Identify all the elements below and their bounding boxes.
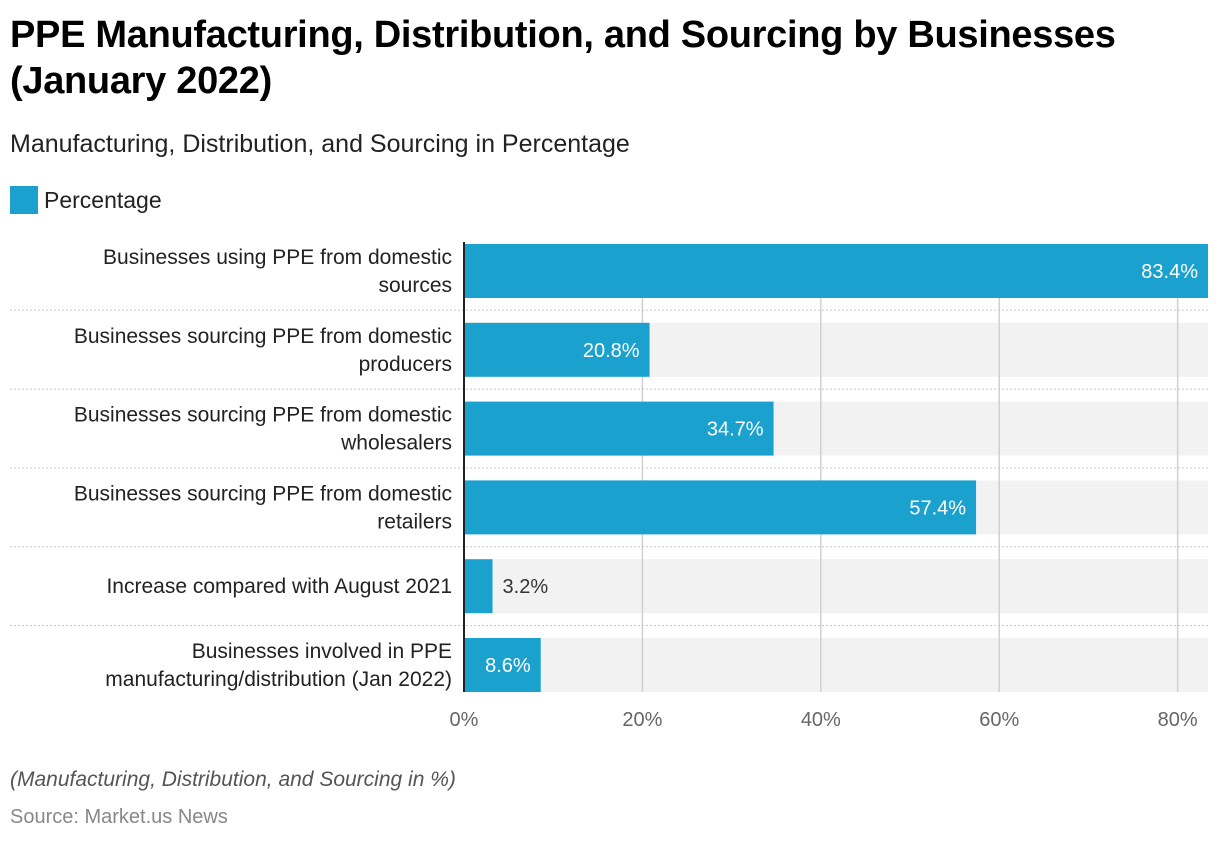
category-label: manufacturing/distribution (Jan 2022)	[105, 668, 452, 691]
bar-track	[464, 322, 1208, 377]
bar	[464, 480, 977, 535]
category-label: Businesses sourcing PPE from domestic	[74, 325, 452, 348]
bar	[464, 244, 1208, 298]
category-label: Businesses involved in PPE	[192, 640, 452, 663]
category-label: wholesalers	[340, 432, 452, 455]
category-label: Increase compared with August 2021	[106, 575, 452, 598]
chart-source: Source: Market.us News	[10, 806, 228, 828]
data-label: 20.8%	[583, 340, 640, 362]
chart-footnote: (Manufacturing, Distribution, and Sourci…	[10, 768, 456, 791]
category-label: producers	[359, 353, 452, 376]
x-tick-label: 20%	[622, 709, 662, 731]
chart-title: PPE Manufacturing, Distribution, and Sou…	[10, 14, 1116, 102]
data-label: 57.4%	[909, 497, 966, 519]
bar-track	[464, 244, 1208, 298]
legend-swatch	[10, 186, 38, 214]
bar	[464, 322, 650, 377]
category-label: Businesses sourcing PPE from domestic	[74, 404, 452, 427]
data-label: 3.2%	[503, 576, 549, 598]
data-label: 83.4%	[1141, 261, 1198, 283]
data-label: 34.7%	[707, 419, 764, 441]
bar-track	[464, 480, 1208, 535]
chart-subtitle: Manufacturing, Distribution, and Sourcin…	[10, 130, 630, 158]
x-tick-label: 80%	[1158, 709, 1198, 731]
category-label: sources	[378, 274, 452, 297]
bar-track	[464, 638, 1208, 692]
category-label: retailers	[377, 510, 452, 533]
bar-track	[464, 401, 1208, 456]
bar	[464, 559, 493, 614]
legend-label[interactable]: Percentage	[44, 186, 162, 213]
category-label: Businesses sourcing PPE from domestic	[74, 482, 452, 505]
bar	[464, 638, 541, 692]
bar	[464, 401, 774, 456]
legend: Percentage	[10, 186, 162, 214]
x-tick-label: 0%	[450, 709, 479, 731]
data-label: 8.6%	[485, 655, 531, 677]
bar-track	[464, 559, 1208, 614]
category-label: Businesses using PPE from domestic	[103, 246, 452, 269]
x-tick-label: 40%	[801, 709, 841, 731]
x-tick-label: 60%	[979, 709, 1019, 731]
